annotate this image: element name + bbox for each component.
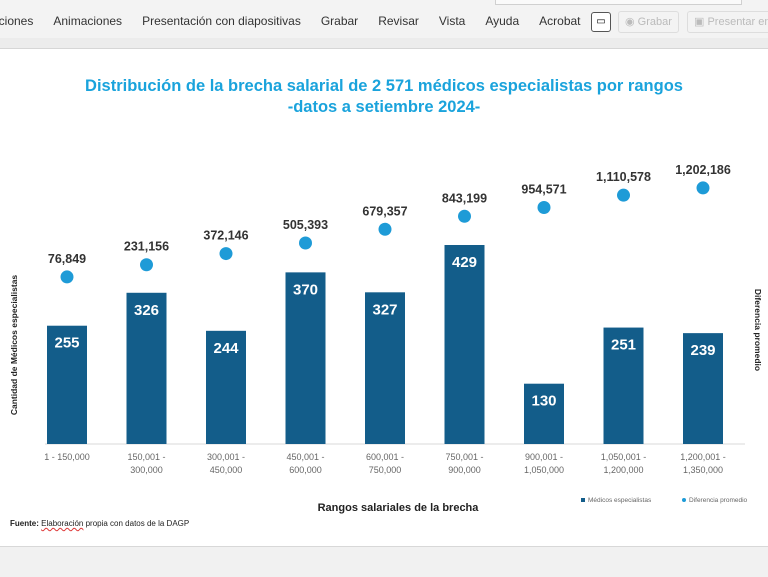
point-value-label: 954,571 <box>521 183 566 197</box>
x-tick-label: 450,000 <box>210 465 243 475</box>
x-tick-label: 600,001 - <box>366 452 404 462</box>
bar <box>524 383 564 444</box>
notes-pane[interactable] <box>0 546 768 577</box>
tab-vista[interactable]: Vista <box>438 14 466 28</box>
bar <box>126 292 167 444</box>
bar-value-label: 130 <box>531 393 556 410</box>
x-tick-label: 150,001 - <box>127 452 165 462</box>
data-point <box>219 247 233 261</box>
x-tick-label: 450,001 - <box>286 452 324 462</box>
x-tick-label: 1,200,001 - <box>680 452 726 462</box>
point-value-label: 679,357 <box>362 204 407 218</box>
legend-point-label: Diferencia promedio <box>689 497 748 504</box>
data-point <box>696 181 710 195</box>
point-value-label: 231,156 <box>124 240 169 254</box>
x-tick-label: 750,000 <box>369 465 402 475</box>
bar <box>206 330 246 444</box>
bar-value-label: 244 <box>213 340 239 357</box>
x-tick-label: 900,000 <box>448 465 481 475</box>
bar <box>683 333 723 444</box>
bar-value-label: 326 <box>134 302 159 319</box>
bar <box>285 272 326 444</box>
tab-ayuda[interactable]: Ayuda <box>485 14 520 28</box>
data-point <box>537 201 551 215</box>
tab-grabar[interactable]: Grabar <box>320 14 359 28</box>
point-value-label: 1,110,578 <box>596 170 651 184</box>
data-point <box>617 188 630 202</box>
y-axis-title: Cantidad de Médicos especialistas <box>9 275 19 416</box>
chart-title-block: Distribución de la brecha salarial de 2 … <box>0 76 768 118</box>
ribbon: iciones Animaciones Presentación con dia… <box>0 0 768 38</box>
bar <box>47 325 87 444</box>
x-tick-label: 1,050,001 - <box>601 452 647 462</box>
tab-transiciones[interactable]: iciones <box>0 14 34 28</box>
present-button[interactable]: ▣ Presentar en <box>687 11 768 33</box>
tab-animaciones[interactable]: Animaciones <box>53 14 123 28</box>
record-button[interactable]: ◉ Grabar <box>618 11 679 33</box>
point-value-label: 843,199 <box>442 191 487 205</box>
record-label: Grabar <box>637 16 672 28</box>
bar-value-label: 327 <box>372 301 397 318</box>
x-tick-label: 300,001 - <box>207 452 245 462</box>
data-point <box>458 209 471 223</box>
source-label: Fuente: <box>10 519 39 528</box>
ruler-strip <box>0 38 768 49</box>
bar <box>444 245 485 444</box>
data-point <box>60 270 74 284</box>
source-text: propia con datos de la DAGP <box>83 519 190 528</box>
x-axis-title: Rangos salariales de la brecha <box>318 502 480 514</box>
bar-value-label: 239 <box>690 342 715 359</box>
bar-value-label: 370 <box>293 281 318 298</box>
point-value-label: 1,202,186 <box>675 163 731 177</box>
x-tick-label: 600,000 <box>289 465 322 475</box>
x-tick-label: 900,001 - <box>525 452 563 462</box>
tab-presentacion[interactable]: Presentación con diapositivas <box>142 14 301 28</box>
bar-value-label: 429 <box>452 254 477 271</box>
y2-axis-title: Diferencia promedio <box>753 289 763 371</box>
x-tick-label: 300,000 <box>130 465 163 475</box>
tab-revisar[interactable]: Revisar <box>378 14 419 28</box>
x-tick-label: 1,350,000 <box>683 465 723 475</box>
bar <box>603 327 644 444</box>
x-tick-label: 1,050,000 <box>524 465 564 475</box>
comment-icon[interactable]: ▭ <box>591 12 611 32</box>
point-value-label: 76,849 <box>48 252 86 266</box>
present-label: Presentar en <box>707 16 768 28</box>
source-underlined: Elaboración <box>41 519 84 528</box>
x-tick-label: 1,200,000 <box>603 465 643 475</box>
data-point <box>299 236 312 250</box>
legend-point-swatch <box>682 498 686 502</box>
search-box[interactable] <box>495 0 742 5</box>
ribbon-menu: iciones Animaciones Presentación con dia… <box>0 14 601 28</box>
x-tick-label: 1 - 150,000 <box>44 452 90 462</box>
data-point <box>378 222 392 236</box>
data-point <box>140 258 153 272</box>
tab-acrobat[interactable]: Acrobat <box>539 14 581 28</box>
point-value-label: 505,393 <box>283 218 328 232</box>
bar-value-label: 251 <box>611 337 636 354</box>
point-value-label: 372,146 <box>203 229 248 243</box>
bar-value-label: 255 <box>54 335 79 352</box>
bar <box>365 292 405 444</box>
chart-title: Distribución de la brecha salarial de 2 … <box>85 77 683 95</box>
chart-subtitle: -datos a setiembre 2024- <box>287 98 481 116</box>
legend-bar-swatch <box>581 498 585 502</box>
legend-bar-label: Médicos especialistas <box>588 497 652 504</box>
source-note: Fuente: Elaboración propia con datos de … <box>10 519 189 528</box>
x-tick-label: 750,001 - <box>445 452 483 462</box>
